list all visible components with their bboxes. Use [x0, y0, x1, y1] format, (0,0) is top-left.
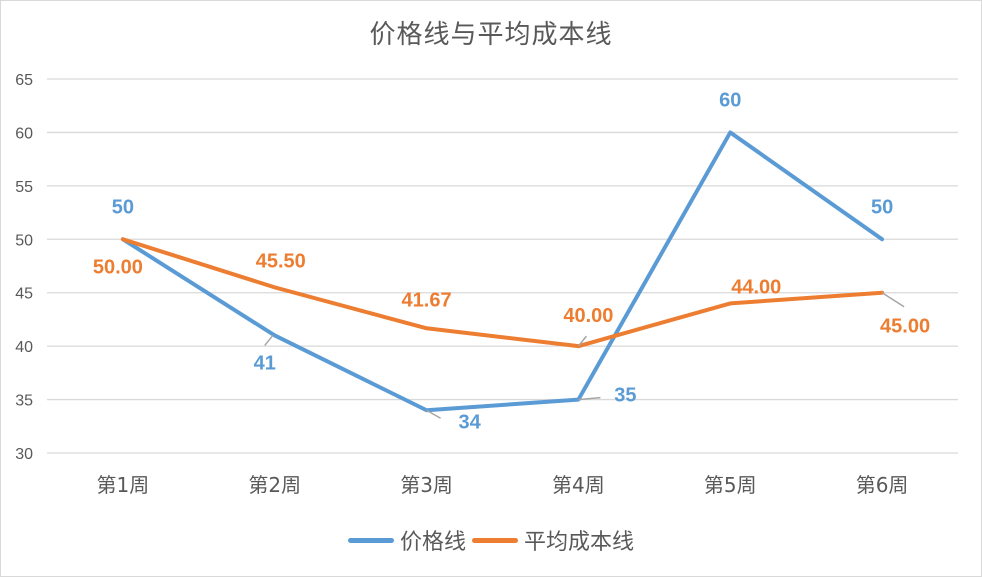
legend-label-avg-cost: 平均成本线	[524, 530, 635, 555]
y-tick-label: 40	[15, 339, 33, 356]
leader-line	[426, 409, 441, 419]
data-label: 40.00	[563, 305, 613, 327]
data-label: 41.67	[402, 289, 452, 311]
legend: 价格线 平均成本线	[0, 524, 982, 556]
avg-cost-line[interactable]	[120, 237, 885, 349]
legend-item-avg-cost[interactable]: 平均成本线	[472, 524, 634, 556]
y-tick-label: 45	[15, 286, 33, 303]
y-tick-label: 50	[15, 232, 33, 249]
x-tick-label: 第2周	[248, 473, 301, 497]
chart-title: 价格线与平均成本线	[369, 20, 613, 50]
data-label: 44.00	[731, 276, 781, 298]
legend-item-price[interactable]: 价格线	[347, 524, 466, 556]
data-label: 34	[458, 411, 481, 433]
data-label: 50	[871, 196, 893, 218]
leader-line	[881, 292, 905, 308]
x-tick-label: 第6周	[856, 473, 909, 497]
leader-line	[264, 334, 274, 346]
legend-label-price: 价格线	[399, 530, 466, 555]
x-tick-label: 第3周	[400, 473, 453, 497]
legend-swatch-avg-cost-icon	[472, 537, 518, 543]
y-tick-label: 30	[15, 446, 33, 463]
data-label: 45.00	[880, 316, 930, 338]
y-tick-label: 60	[15, 125, 33, 142]
x-tick-label: 第4周	[552, 473, 605, 497]
data-label: 60	[719, 89, 741, 111]
y-tick-label: 55	[15, 179, 33, 196]
price-line[interactable]	[120, 130, 885, 413]
x-tick-label: 第1周	[97, 473, 150, 497]
data-label: 50.00	[93, 256, 143, 278]
data-label: 45.50	[256, 250, 306, 272]
y-tick-label: 65	[15, 72, 33, 89]
legend-swatch-price-icon	[347, 537, 394, 543]
leader-line	[578, 396, 601, 401]
leader-line	[577, 335, 588, 347]
data-label: 35	[614, 385, 636, 407]
x-tick-label: 第5周	[704, 473, 757, 497]
data-label: 41	[254, 352, 276, 374]
y-tick-label: 35	[15, 393, 33, 410]
data-label: 50	[112, 196, 134, 218]
